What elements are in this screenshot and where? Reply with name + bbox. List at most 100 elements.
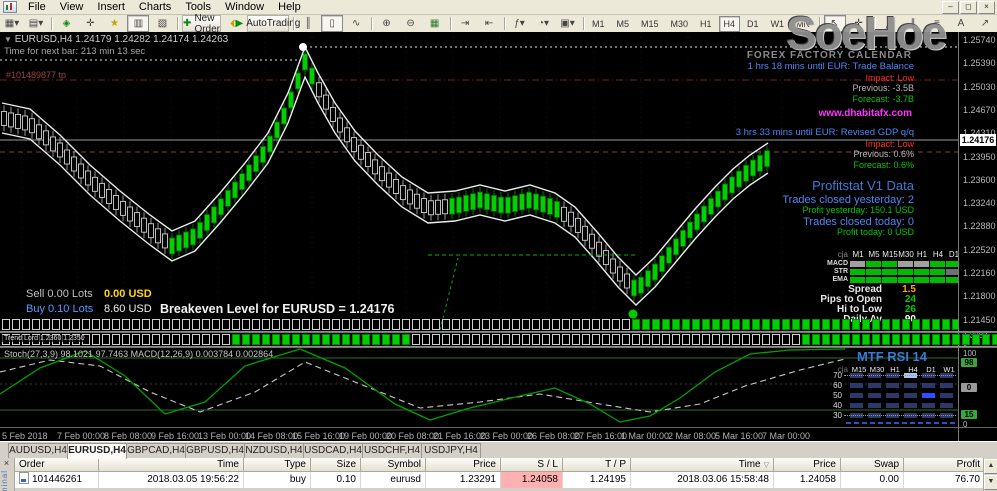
profitstat-line: Trades closed yesterday: 2 — [782, 194, 914, 206]
trend-block — [382, 319, 390, 330]
mtf-rsi-tf-label: M30 — [869, 365, 885, 374]
website-link[interactable]: www.dhabitafx.com — [818, 108, 912, 119]
fibonacci-button[interactable]: ≡ — [934, 18, 940, 29]
timeframe-h1[interactable]: H1 — [700, 18, 712, 29]
mtf-rsi-level: 60 — [833, 381, 842, 390]
trend-block — [282, 319, 290, 330]
tile-windows-button[interactable]: ▦ — [424, 15, 446, 32]
minimize-button[interactable]: – — [942, 0, 959, 14]
menu-item-insert[interactable]: Insert — [97, 1, 125, 13]
menu-item-help[interactable]: Help — [278, 1, 301, 13]
dashboard-cell — [914, 276, 929, 283]
auto-scroll-button[interactable]: ⇥ — [460, 18, 470, 29]
timeframe-m1[interactable]: M1 — [591, 18, 605, 29]
column-header-tp[interactable]: T / P — [563, 458, 631, 472]
restore-button[interactable]: ◻ — [960, 0, 977, 14]
chart-dropdown-icon[interactable]: ▼ — [4, 35, 12, 44]
terminal-order-row[interactable]: 101446261 2018.03.05 19:56:22 buy 0.10 eurus… — [15, 472, 985, 488]
new-order-button[interactable]: ✚ New Order — [181, 12, 222, 35]
column-header-time[interactable]: Time — [99, 458, 244, 472]
chart-shift-button[interactable]: ⇤ — [484, 18, 494, 29]
trend-block — [602, 319, 610, 330]
trend-block — [112, 334, 120, 345]
tab-nzdusd-h4[interactable]: NZDUSD,H4 — [244, 443, 304, 458]
market-watch-button[interactable]: ◈ — [55, 15, 77, 32]
channel-button[interactable]: ∥ — [910, 18, 916, 29]
favorites-button[interactable]: ★ — [103, 15, 125, 32]
tab-usdchf-h4[interactable]: USDCHF,H4 — [362, 443, 422, 458]
text-button[interactable]: A — [957, 18, 965, 29]
navigator-button[interactable]: ▥ — [127, 15, 150, 32]
column-header-type[interactable]: Type — [244, 458, 311, 472]
indicators-button[interactable]: ƒ▾ — [514, 18, 525, 29]
window-divider[interactable] — [0, 346, 997, 348]
mtf-rsi-row — [850, 393, 958, 398]
terminal-side-strip: × minal — [0, 458, 15, 491]
menu-item-tools[interactable]: Tools — [185, 1, 211, 13]
timeframe-h4[interactable]: H4 — [718, 15, 741, 32]
zoom-out-button[interactable]: ⊖ — [406, 18, 415, 29]
bar-chart-button[interactable]: ║ — [304, 18, 312, 29]
time-axis: 5 Feb 2018 7 Feb 00:00 8 Feb 08:00 9 Feb 16… — [0, 427, 958, 442]
tab-usdcad-h4[interactable]: USDCAD,H4 — [303, 443, 363, 458]
timeframe-m15[interactable]: M15 — [640, 18, 659, 29]
scroll-up-icon[interactable]: ▲ — [984, 459, 997, 474]
close-button[interactable]: × — [978, 0, 995, 14]
autotrading-button[interactable]: ▶ AutoTrading — [236, 15, 300, 32]
column-header-order[interactable]: Order — [15, 458, 99, 472]
terminal-button[interactable]: ▧ — [157, 18, 168, 29]
templates-button[interactable]: ▣▾ — [560, 18, 575, 29]
trend-block — [732, 319, 740, 330]
window-divider[interactable] — [0, 331, 997, 333]
timeframe-mn[interactable]: MN — [796, 18, 811, 29]
trend-block — [522, 334, 530, 345]
menu-item-file[interactable]: File — [28, 1, 46, 13]
timeframe-m30[interactable]: M30 — [670, 18, 689, 29]
tab-gbpcad-h4[interactable]: GBPCAD,H4 — [126, 443, 186, 458]
menu-item-view[interactable]: View — [59, 1, 84, 13]
trend-block — [492, 334, 500, 345]
trend-block — [902, 319, 910, 330]
trendline-button[interactable]: ╱ — [885, 18, 892, 29]
periods-button[interactable]: ◔▾ — [537, 18, 550, 29]
tab-audusd-h4[interactable]: AUDUSD,H4 — [8, 443, 68, 458]
zoom-in-button[interactable]: ⊕ — [382, 18, 391, 29]
terminal-scrollbar[interactable]: ▲ ▼ — [983, 458, 997, 491]
column-header-time[interactable]: Time ▽ — [631, 458, 774, 472]
line-chart-button[interactable]: ∿ — [351, 18, 361, 29]
column-header-profit[interactable]: Profit — [904, 458, 985, 472]
trend-block — [752, 334, 760, 345]
menu-item-charts[interactable]: Charts — [138, 1, 172, 13]
crosshair-button[interactable]: ✛ — [854, 18, 863, 29]
terminal-close-button[interactable]: × — [3, 458, 10, 468]
data-window-button[interactable]: ✛ — [86, 18, 95, 29]
new-chart-button[interactable]: ▦▾ — [4, 18, 20, 29]
column-header-symbol[interactable]: Symbol — [361, 458, 426, 472]
timeframe-w1[interactable]: W1 — [770, 18, 785, 29]
mql-button[interactable]: ⬖ — [223, 15, 245, 32]
price-tick: 1.25390 — [963, 58, 996, 69]
column-header-sl[interactable]: S / L — [501, 458, 563, 472]
tab-gbpusd-h4[interactable]: GBPUSD,H4 — [185, 443, 245, 458]
arrow-tool-button[interactable]: ↗ — [980, 18, 990, 29]
trend-block — [172, 334, 180, 345]
timeframe-d1[interactable]: D1 — [747, 18, 759, 29]
profiles-button[interactable]: ▤▾ — [28, 18, 44, 29]
mtf-rsi-cell — [868, 393, 881, 398]
trend-block — [332, 334, 340, 345]
main-chart[interactable]: ▼ EURUSD,H4 1.24179 1.24282 1.24174 1.24… — [0, 32, 997, 331]
candlestick-button[interactable]: ▯ — [321, 15, 344, 32]
trend-block — [602, 334, 610, 345]
column-header-size[interactable]: Size — [311, 458, 361, 472]
tab-usdjpy-h4[interactable]: USDJPY,H4 — [421, 443, 481, 458]
timeframe-m5[interactable]: M5 — [616, 18, 629, 29]
tab-eurusd-h4[interactable]: EURUSD,H4 — [67, 443, 127, 459]
trend-block — [442, 334, 450, 345]
scroll-down-icon[interactable]: ▼ — [984, 475, 997, 490]
column-header-price[interactable]: Price — [774, 458, 841, 472]
stochastic-window[interactable]: Stoch(27,3,9) 98.1021 97.7463 MACD(12,26… — [0, 348, 958, 427]
cursor-button[interactable]: ↖ — [823, 15, 846, 32]
column-header-price[interactable]: Price — [426, 458, 501, 472]
menu-item-window[interactable]: Window — [225, 1, 265, 13]
column-header-swap[interactable]: Swap — [841, 458, 904, 472]
